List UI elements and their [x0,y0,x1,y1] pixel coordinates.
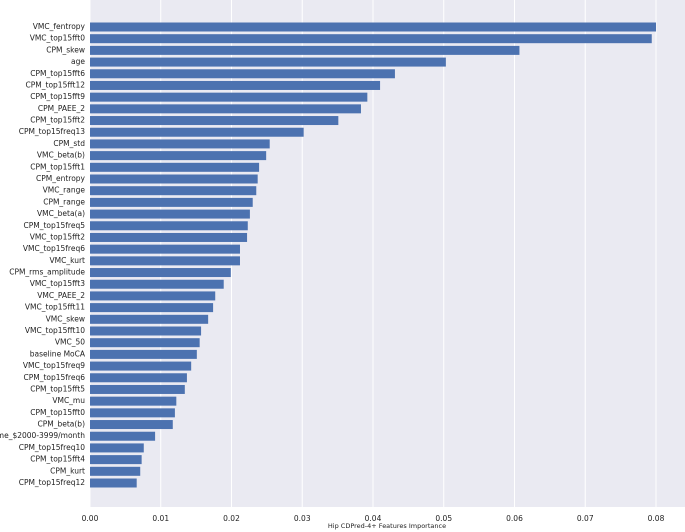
bar [90,466,141,476]
bar [90,478,137,488]
y-tick-label: CPM_top15freq12 [19,478,86,487]
bar [90,314,209,324]
y-tick-label: CPM_PAEE_2 [38,104,85,113]
bar [90,384,185,394]
bar [90,92,368,102]
x-tick-label: 0.07 [577,514,594,523]
y-tick-label: VMC_PAEE_2 [37,291,85,300]
x-tick-label: 0.02 [223,514,240,523]
y-tick-label: CPM_entropy [36,174,86,183]
y-tick-label: CPM_top15fft0 [30,408,85,417]
x-tick-label: 0.08 [648,514,665,523]
y-tick-label: CPM_top15freq10 [19,443,86,452]
y-tick-label: CPM_top15fft4 [30,455,85,464]
y-tick-label: VMC_top15fft10 [25,326,85,335]
bar [90,396,177,406]
bar [90,431,156,441]
y-tick-label: VMC_kurt [50,256,86,265]
bar [90,186,257,196]
bar [90,69,395,79]
bar [90,151,267,161]
y-tick-label: CPM_top15freq13 [19,127,86,136]
y-tick-label: VMC_beta(a) [37,209,85,218]
bar [90,408,175,418]
bar [90,326,202,336]
bar [90,162,260,172]
bar [90,256,240,266]
bar [90,338,200,348]
x-tick-label: 0.01 [152,514,169,523]
x-tick-label: 0.06 [506,514,523,523]
y-tick-label: CPM_top15fft5 [30,384,85,393]
y-tick-label: VMC_skew [46,314,85,323]
bar [90,45,520,55]
y-tick-label: CPM_range [43,197,85,206]
bar [90,127,304,137]
x-tick-label: 0.03 [294,514,311,523]
bar [90,221,248,231]
y-tick-label: VMC_top15fft0 [30,34,86,43]
bar [90,268,231,278]
bar [90,361,192,371]
y-tick-label: VMC_fentropy [33,22,86,31]
bar [90,349,197,359]
y-tick-label: CPM_top15fft6 [30,69,85,78]
bar [90,57,446,67]
y-tick-label: VMC_top15fft11 [25,303,85,312]
bar [90,443,144,453]
y-tick-label: VMC_top15fft3 [30,279,86,288]
y-tick-label: baseline MoCA [30,349,86,358]
y-tick-label: CPM_beta(b) [37,420,85,429]
bar [90,279,224,289]
x-tick-label: 0.04 [365,514,382,523]
bar [90,209,250,219]
bar [90,244,240,254]
y-tick-label: VMC_range [43,186,86,195]
y-tick-label: VMC_top15freq9 [23,361,85,370]
y-tick-label: CPM_kurt [50,466,85,475]
y-tick-label: age [71,57,85,66]
y-tick-label: CPM_top15fft1 [30,162,85,171]
y-tick-label: VMC_50 [55,338,85,347]
bar [90,373,187,383]
bar [90,139,270,149]
bar [90,116,339,126]
y-tick-label: income_$2000-3999/month [0,431,85,440]
y-tick-label: CPM_top15freq5 [23,221,85,230]
y-tick-label: VMC_top15freq6 [23,244,85,253]
bar [90,232,248,242]
bar [90,420,173,430]
y-tick-label: VMC_mu [52,396,85,405]
x-tick-label: 0.00 [82,514,99,523]
y-tick-label: CPM_rms_amplitude [9,268,85,277]
y-tick-label: CPM_top15fft2 [30,116,85,125]
bar [90,455,142,465]
bar [90,291,216,301]
bar [90,303,214,313]
y-tick-label: CPM_top15freq6 [23,373,85,382]
y-tick-label: CPM_top15fft9 [30,92,85,101]
bar [90,104,361,114]
y-tick-label: CPM_std [53,139,85,148]
bar [90,34,652,44]
bar [90,80,381,90]
y-tick-label: VMC_top15fft2 [30,232,86,241]
x-tick-label: 0.05 [435,514,452,523]
y-tick-label: CPM_top15fft12 [26,80,86,89]
bar [90,197,253,207]
bar [90,174,258,184]
y-tick-label: VMC_beta(b) [37,151,85,160]
x-axis-label: Hip CDPred-4+ Features Importance [328,522,446,530]
y-tick-label: CPM_skew [46,45,85,54]
bar [90,22,656,32]
